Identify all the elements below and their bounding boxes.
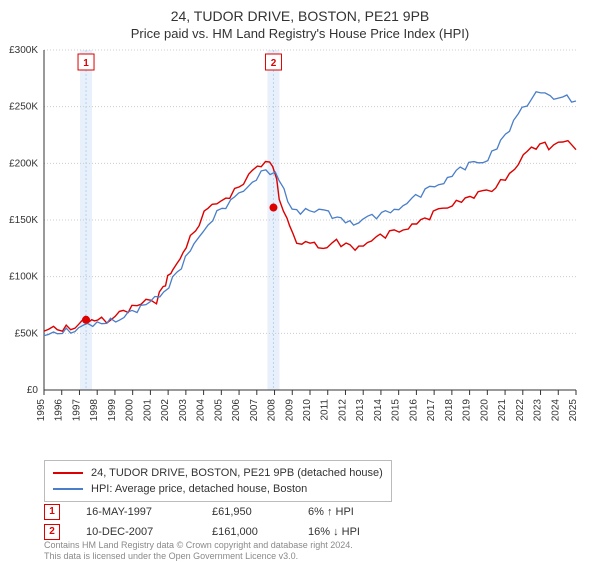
svg-text:£150K: £150K (9, 215, 38, 226)
svg-text:2015: 2015 (391, 399, 402, 422)
svg-text:2007: 2007 (249, 399, 260, 422)
svg-text:2009: 2009 (284, 399, 295, 422)
svg-text:£250K: £250K (9, 102, 38, 113)
sale-price: £61,950 (212, 502, 282, 522)
svg-text:1997: 1997 (71, 399, 82, 422)
sale-date: 10-DEC-2007 (86, 522, 186, 542)
svg-text:1996: 1996 (54, 399, 65, 422)
table-row: 1 16-MAY-1997 £61,950 6% ↑ HPI (44, 502, 360, 522)
page-title: 24, TUDOR DRIVE, BOSTON, PE21 9PB (0, 0, 600, 24)
credit-line: This data is licensed under the Open Gov… (44, 551, 353, 562)
svg-text:2000: 2000 (125, 399, 136, 422)
svg-text:£200K: £200K (9, 158, 38, 169)
chart-area: £0 £50K £100K £150K £200K £250K £300K 1995 1996 1… (0, 44, 600, 460)
credit-line: Contains HM Land Registry data © Crown c… (44, 540, 353, 551)
svg-text:2019: 2019 (462, 399, 473, 422)
sale-price: £161,000 (212, 522, 282, 542)
legend-label: 24, TUDOR DRIVE, BOSTON, PE21 9PB (detac… (91, 465, 383, 481)
table-row: 2 10-DEC-2007 £161,000 16% ↓ HPI (44, 522, 360, 542)
svg-text:2002: 2002 (160, 399, 171, 422)
svg-text:2014: 2014 (373, 399, 384, 422)
svg-text:2008: 2008 (267, 399, 278, 422)
sale-delta: 6% ↑ HPI (308, 502, 354, 522)
svg-text:1998: 1998 (89, 399, 100, 422)
svg-text:£50K: £50K (15, 328, 39, 339)
svg-text:2011: 2011 (320, 399, 331, 421)
line-chart-svg: £0 £50K £100K £150K £200K £250K £300K 1995 1996 1… (0, 44, 600, 460)
svg-text:2004: 2004 (196, 399, 207, 422)
sale-badge: 2 (44, 524, 60, 540)
legend-label: HPI: Average price, detached house, Bost… (91, 481, 307, 497)
sale-delta: 16% ↓ HPI (308, 522, 360, 542)
svg-text:1995: 1995 (36, 399, 47, 422)
svg-text:2017: 2017 (426, 399, 437, 422)
svg-text:2025: 2025 (568, 399, 579, 422)
svg-text:£0: £0 (27, 385, 39, 396)
svg-text:2012: 2012 (337, 399, 348, 422)
credit-text: Contains HM Land Registry data © Crown c… (44, 540, 353, 562)
legend-item: HPI: Average price, detached house, Bost… (53, 481, 383, 497)
svg-text:2023: 2023 (533, 399, 544, 422)
svg-text:2016: 2016 (408, 399, 419, 422)
legend-swatch (53, 472, 83, 474)
svg-text:1: 1 (83, 58, 89, 69)
svg-text:£100K: £100K (9, 272, 38, 283)
svg-text:2001: 2001 (142, 399, 153, 422)
svg-text:2013: 2013 (355, 399, 366, 422)
svg-text:£300K: £300K (9, 45, 38, 56)
svg-text:2022: 2022 (515, 399, 526, 422)
svg-text:2021: 2021 (497, 399, 508, 422)
svg-text:2020: 2020 (479, 399, 490, 422)
page-subtitle: Price paid vs. HM Land Registry's House … (0, 24, 600, 41)
sales-table: 1 16-MAY-1997 £61,950 6% ↑ HPI 2 10-DEC-… (44, 502, 360, 542)
svg-text:2010: 2010 (302, 399, 313, 422)
svg-text:2024: 2024 (550, 399, 561, 422)
legend-item: 24, TUDOR DRIVE, BOSTON, PE21 9PB (detac… (53, 465, 383, 481)
legend-box: 24, TUDOR DRIVE, BOSTON, PE21 9PB (detac… (44, 460, 392, 502)
svg-text:2003: 2003 (178, 399, 189, 422)
svg-text:2: 2 (271, 58, 277, 69)
svg-text:2006: 2006 (231, 399, 242, 422)
sale-badge: 1 (44, 504, 60, 520)
svg-text:2018: 2018 (444, 399, 455, 422)
svg-text:1999: 1999 (107, 399, 118, 422)
svg-text:2005: 2005 (213, 399, 224, 422)
sale-date: 16-MAY-1997 (86, 502, 186, 522)
legend-swatch (53, 488, 83, 490)
